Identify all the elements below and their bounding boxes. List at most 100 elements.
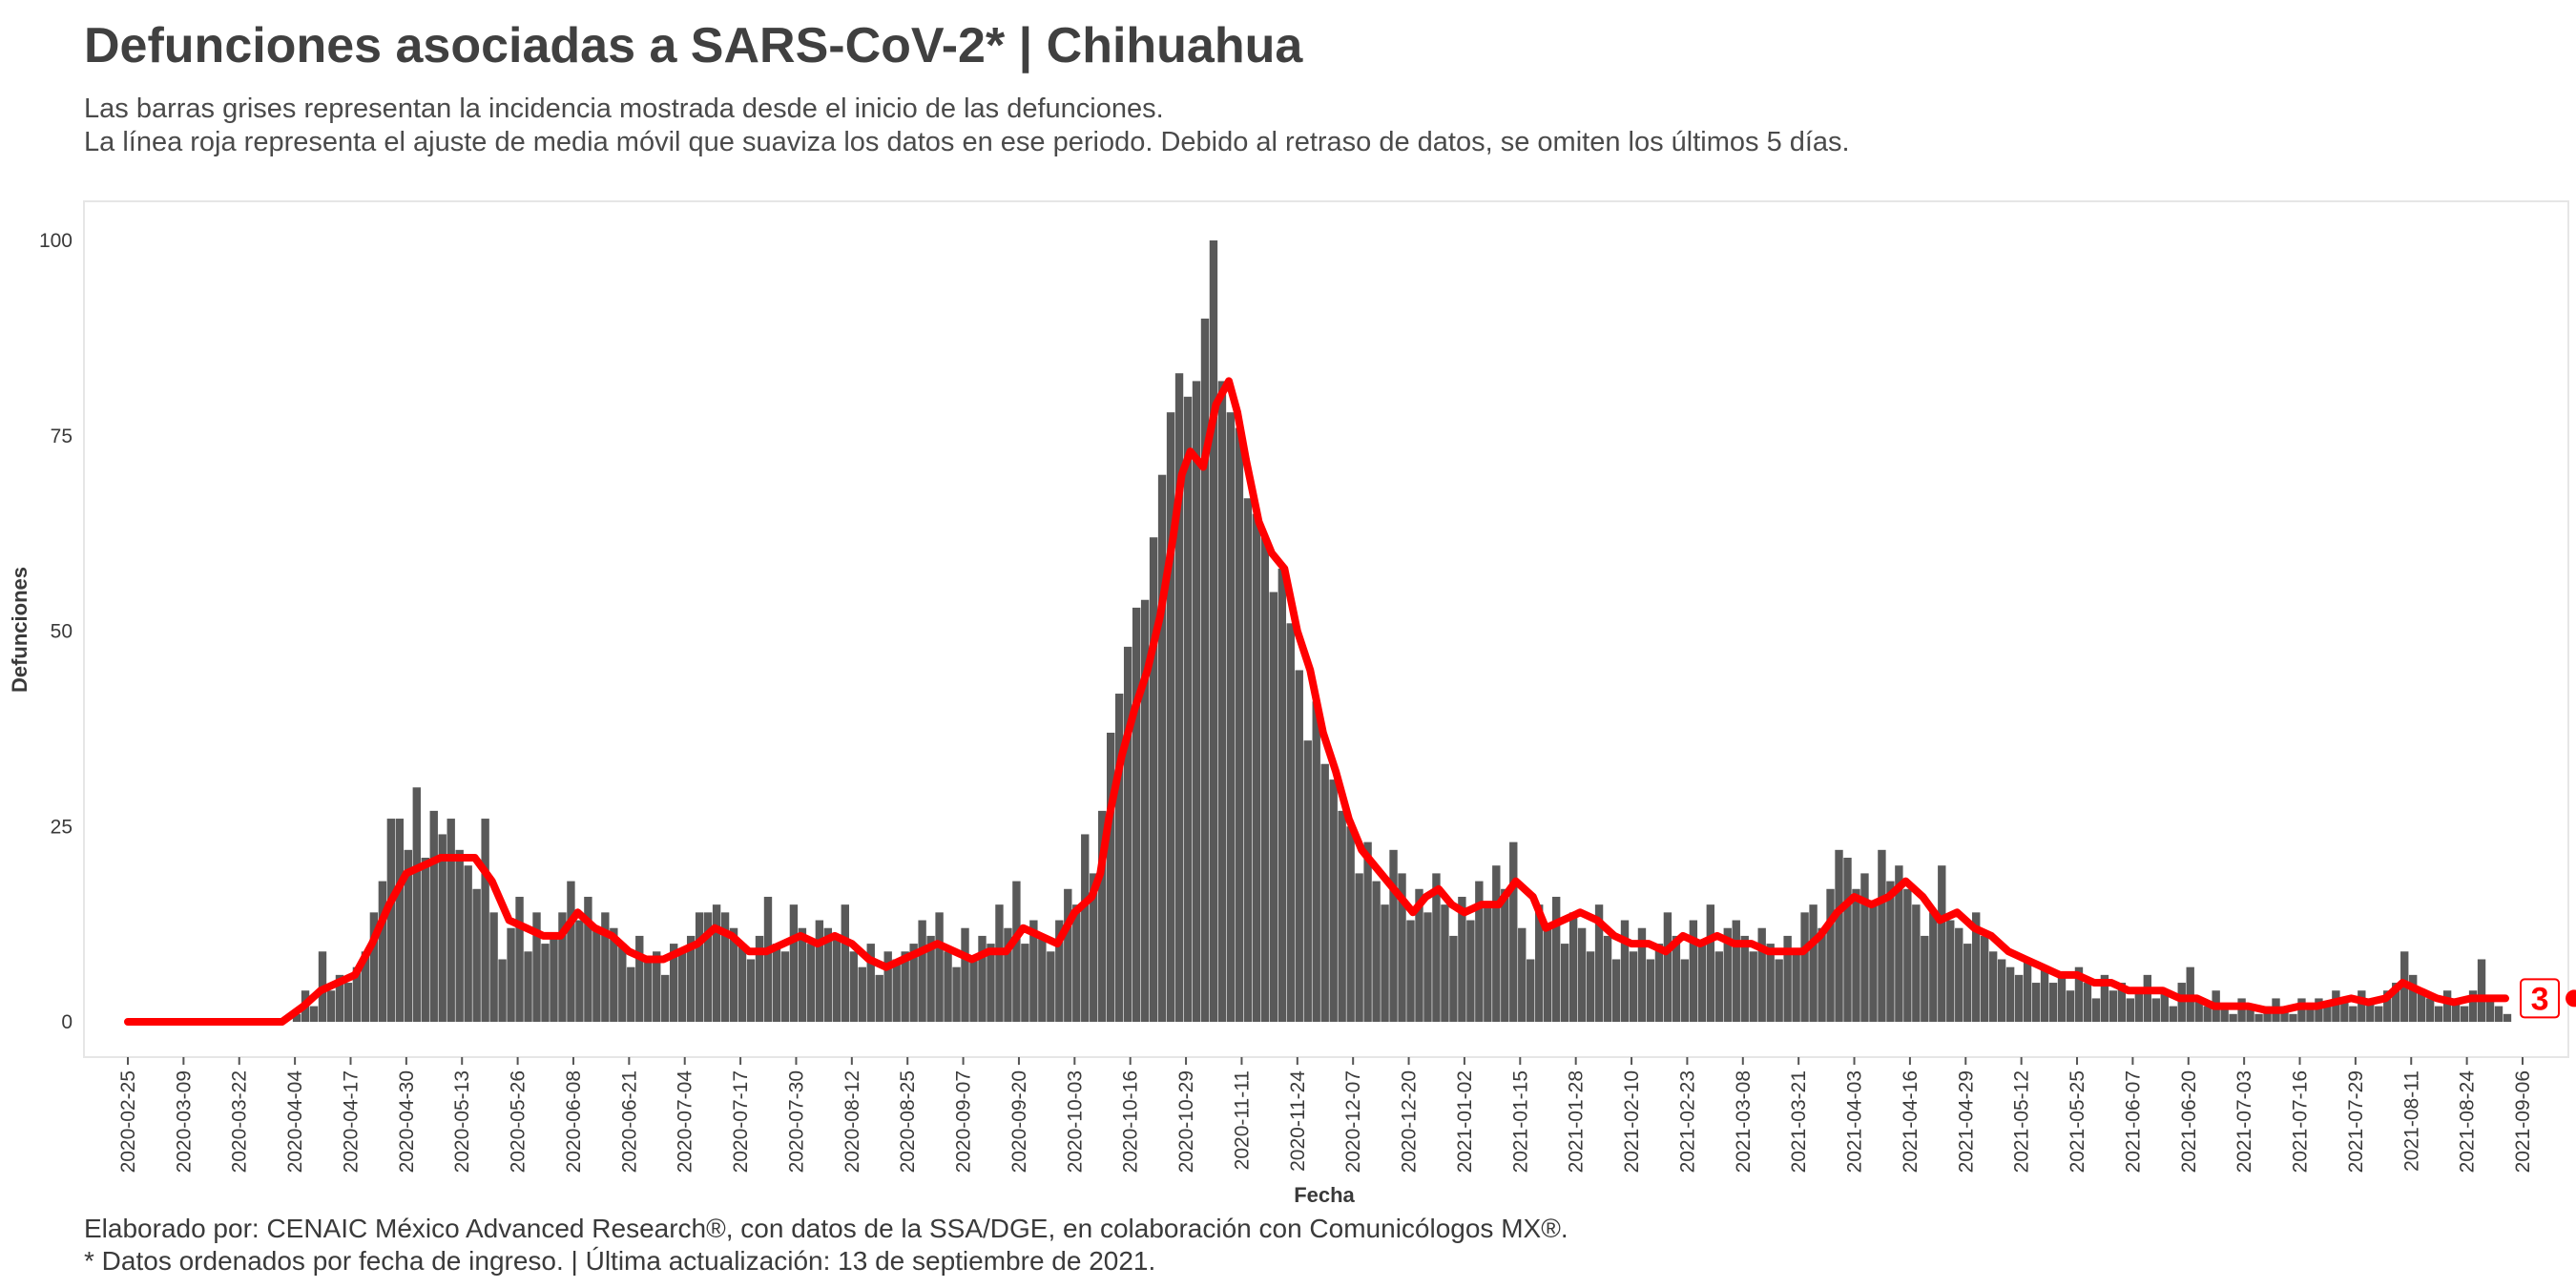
bar xyxy=(1072,904,1081,1022)
bar xyxy=(1252,513,1261,1022)
bar xyxy=(1389,849,1398,1022)
bar xyxy=(524,951,532,1022)
x-axis: 2020-02-25 2020-03-09 2020-03-22 2020-04-04… xyxy=(117,1057,2534,1173)
bar xyxy=(421,858,429,1022)
bar xyxy=(1518,927,1527,1022)
bar xyxy=(1818,927,1826,1022)
bar xyxy=(438,834,447,1022)
bar xyxy=(404,849,412,1022)
bar xyxy=(1878,849,1886,1022)
bar xyxy=(378,881,387,1022)
x-tick-label: 2021-01-15 xyxy=(1509,1070,1531,1173)
bar xyxy=(2323,1006,2332,1022)
bar xyxy=(2289,1013,2297,1022)
chart-title: Defunciones asociadas a SARS-CoV-2* | Ch… xyxy=(84,18,1303,73)
bar xyxy=(429,810,438,1022)
bar xyxy=(601,912,610,1022)
bar xyxy=(2332,990,2340,1022)
bar xyxy=(343,983,353,1022)
bar xyxy=(541,944,550,1022)
bar xyxy=(1449,935,1458,1022)
bar xyxy=(1132,607,1141,1022)
x-tick-label: 2021-08-11 xyxy=(2400,1070,2422,1172)
bar xyxy=(1012,881,1021,1022)
bar xyxy=(815,920,824,1022)
x-tick-label: 2020-12-07 xyxy=(1342,1070,1364,1173)
bar xyxy=(1714,951,1723,1022)
bar xyxy=(447,819,455,1022)
x-tick-label: 2020-05-26 xyxy=(508,1070,530,1173)
bar xyxy=(798,927,807,1022)
bar xyxy=(1835,849,1843,1022)
bar xyxy=(1484,904,1492,1022)
bar xyxy=(455,849,464,1022)
x-tick-label: 2020-05-13 xyxy=(451,1070,473,1173)
y-tick-label: 75 xyxy=(51,426,73,447)
bar xyxy=(1646,959,1655,1022)
bar xyxy=(1303,740,1312,1022)
bar xyxy=(2014,974,2024,1022)
bar xyxy=(1826,888,1835,1022)
bar xyxy=(1466,920,1475,1022)
x-tick-label: 2021-02-23 xyxy=(1676,1070,1698,1173)
bar xyxy=(1732,920,1740,1022)
bar xyxy=(961,927,969,1022)
bar xyxy=(1458,896,1466,1022)
bar xyxy=(1860,873,1869,1022)
bar xyxy=(2203,1006,2212,1022)
bar xyxy=(763,896,773,1022)
bar xyxy=(780,951,790,1022)
bar xyxy=(995,904,1004,1022)
bar xyxy=(2442,990,2452,1022)
bar xyxy=(686,935,696,1022)
bar xyxy=(1192,381,1201,1022)
x-tick-label: 2020-09-20 xyxy=(1008,1070,1030,1173)
bar xyxy=(2057,974,2067,1022)
bar xyxy=(1278,568,1286,1022)
end-dot xyxy=(2566,989,2576,1008)
bar xyxy=(1895,865,1903,1022)
bar xyxy=(1381,904,1389,1022)
bar xyxy=(1243,498,1253,1022)
bar xyxy=(1586,951,1595,1022)
bar xyxy=(1560,944,1569,1022)
bar xyxy=(892,959,901,1022)
bar xyxy=(326,990,336,1022)
bar xyxy=(849,951,858,1022)
x-tick-label: 2021-07-03 xyxy=(2233,1070,2255,1173)
bar xyxy=(2100,974,2109,1022)
y-tick-label: 25 xyxy=(51,816,73,838)
bar xyxy=(2066,990,2075,1022)
bar xyxy=(2177,983,2186,1022)
x-tick-label: 2021-09-06 xyxy=(2512,1070,2534,1173)
plot-panel-border xyxy=(83,200,2569,1058)
bar xyxy=(489,912,498,1022)
x-tick-label: 2021-02-10 xyxy=(1621,1070,1643,1173)
x-tick-label: 2021-01-28 xyxy=(1566,1070,1588,1173)
bar xyxy=(1672,935,1681,1022)
bar xyxy=(2246,1006,2254,1022)
bar xyxy=(1475,881,1484,1022)
bar xyxy=(1064,888,1072,1022)
bar xyxy=(2409,974,2418,1022)
bar xyxy=(712,904,721,1022)
bars-series xyxy=(292,240,2512,1023)
bar xyxy=(1903,888,1912,1022)
bar xyxy=(746,959,756,1022)
bar xyxy=(1689,920,1698,1022)
bar xyxy=(1938,865,1946,1022)
bar xyxy=(1492,865,1501,1022)
bar xyxy=(352,966,362,1022)
x-tick-label: 2020-10-03 xyxy=(1064,1070,1086,1173)
bar xyxy=(789,904,799,1022)
bar xyxy=(1090,873,1098,1022)
bar xyxy=(2383,990,2392,1022)
end-label-text: 3 xyxy=(2531,981,2549,1017)
bar xyxy=(1740,935,1749,1022)
bar xyxy=(1217,381,1227,1022)
x-tick-label: 2020-03-09 xyxy=(173,1070,195,1173)
bar xyxy=(695,912,704,1022)
y-axis: 0 25 50 75 100 xyxy=(39,230,73,1033)
bar xyxy=(1157,474,1167,1022)
